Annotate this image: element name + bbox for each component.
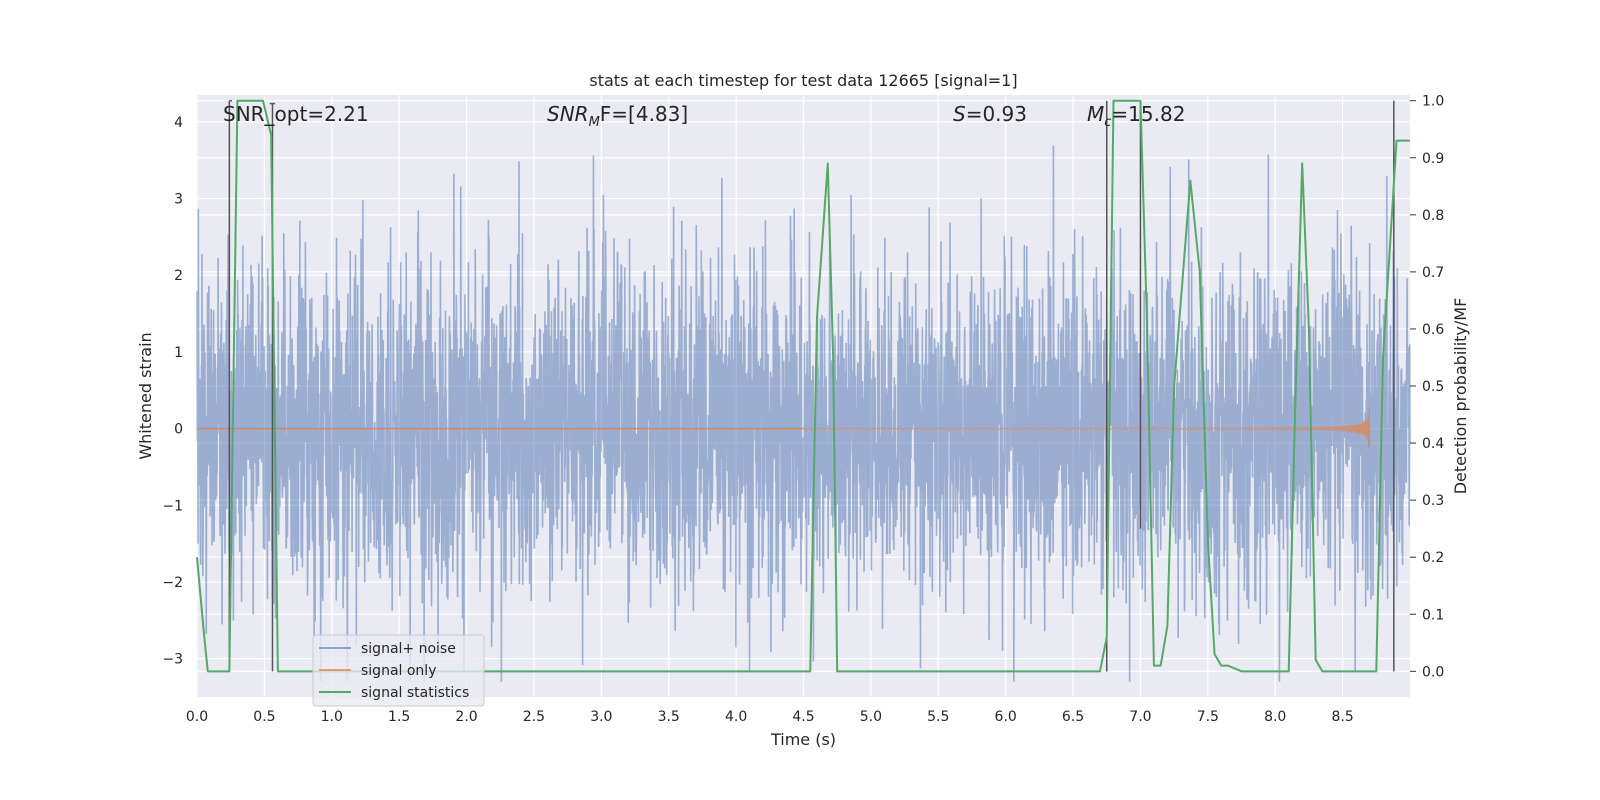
y-tick-label-right: 0.9: [1422, 151, 1444, 167]
x-tick-label: 7.5: [1197, 709, 1219, 725]
annotation-mc: Mc=15.82: [1087, 102, 1185, 130]
y-tick-label-left: −2: [162, 575, 183, 591]
y-tick-label-right: 0.5: [1422, 379, 1444, 395]
annotation-s-symbol: S: [953, 102, 966, 126]
y-tick-label-right: 1.0: [1422, 94, 1444, 110]
y-tick-label-right: 0.8: [1422, 208, 1444, 224]
x-tick-label: 2.5: [523, 709, 545, 725]
y-tick-label-right: 0.0: [1422, 664, 1444, 680]
x-tick-label: 0.5: [253, 709, 275, 725]
x-axis-label: Time (s): [770, 730, 836, 749]
annotation-snr-mf-subscript: M: [589, 115, 600, 130]
x-tick-label: 4.5: [792, 709, 814, 725]
annotation-mc-subscript: c: [1104, 115, 1111, 130]
y-tick-label-left: −3: [162, 652, 183, 668]
y-tick-label-right: 0.6: [1422, 322, 1444, 338]
legend: signal+ noise signal only signal statist…: [312, 634, 485, 707]
y-tick-label-left: 3: [174, 192, 183, 208]
y-tick-label-left: 2: [174, 268, 183, 284]
x-tick-label: 8.5: [1331, 709, 1353, 725]
x-tick-label: 3.0: [590, 709, 612, 725]
y-tick-label-right: 0.3: [1422, 493, 1444, 509]
series-line-signal-noise: [196, 145, 1411, 682]
signal-statistics-series: [196, 99, 1410, 673]
x-tick-label: 2.0: [455, 709, 477, 725]
x-tick-label: 5.5: [927, 709, 949, 725]
annotation-s-value: =0.93: [966, 102, 1027, 126]
legend-label-signal-only: signal only: [361, 663, 436, 679]
x-tick-label: 6.5: [1062, 709, 1084, 725]
annotation-mc-symbol: M: [1087, 102, 1104, 126]
x-tick-label: 0.0: [186, 709, 208, 725]
legend-box: [312, 634, 485, 707]
axis-ticks: 0.0 0.5 1.0 1.5 2.0 2.5 3.0 3.5 4.0 4.5 5.0 5.5 6.0 6…: [162, 94, 1444, 725]
y-tick-label-right: 0.1: [1422, 607, 1444, 623]
y-axis-label-left: Whitened strain: [136, 332, 155, 459]
annotation-s: S=0.93: [953, 102, 1027, 126]
y-tick-label-left: 4: [174, 115, 183, 131]
x-tick-label: 3.5: [658, 709, 680, 725]
y-axis-label-right: Detection probability/MF: [1451, 298, 1470, 495]
y-tick-label-left: −1: [162, 498, 183, 514]
y-tick-label-left: 0: [174, 422, 183, 438]
y-tick-label-right: 0.2: [1422, 550, 1444, 566]
signal-noise-series: [196, 145, 1411, 682]
y-tick-label-right: 0.4: [1422, 436, 1444, 452]
x-tick-label: 7.0: [1129, 709, 1151, 725]
annotation-snr-mf: SNRMF=[4.83]: [547, 102, 688, 130]
y-tick-label-right: 0.7: [1422, 265, 1444, 281]
x-tick-label: 8.0: [1264, 709, 1286, 725]
chart-title: stats at each timestep for test data 126…: [589, 71, 1017, 90]
annotation-snr-mf-value: F=[4.83]: [600, 102, 688, 126]
annotation-snr-mf-symbol: SNR: [547, 102, 589, 126]
x-tick-label: 1.5: [388, 709, 410, 725]
legend-label-signal-statistics: signal statistics: [361, 685, 469, 701]
x-tick-label: 1.0: [321, 709, 343, 725]
annotation-snr-opt: SNR_opt=2.21: [223, 102, 369, 126]
x-tick-label: 5.0: [860, 709, 882, 725]
series-line-signal-statistics: [196, 99, 1410, 673]
signal-only-series: [197, 408, 1371, 449]
annotation-mc-value: =15.82: [1111, 102, 1185, 126]
x-tick-label: 6.0: [995, 709, 1017, 725]
series-line-signal-only: [803, 408, 1371, 449]
legend-label-signal-noise: signal+ noise: [361, 641, 456, 657]
x-tick-label: 4.0: [725, 709, 747, 725]
y-tick-label-left: 1: [174, 345, 183, 361]
